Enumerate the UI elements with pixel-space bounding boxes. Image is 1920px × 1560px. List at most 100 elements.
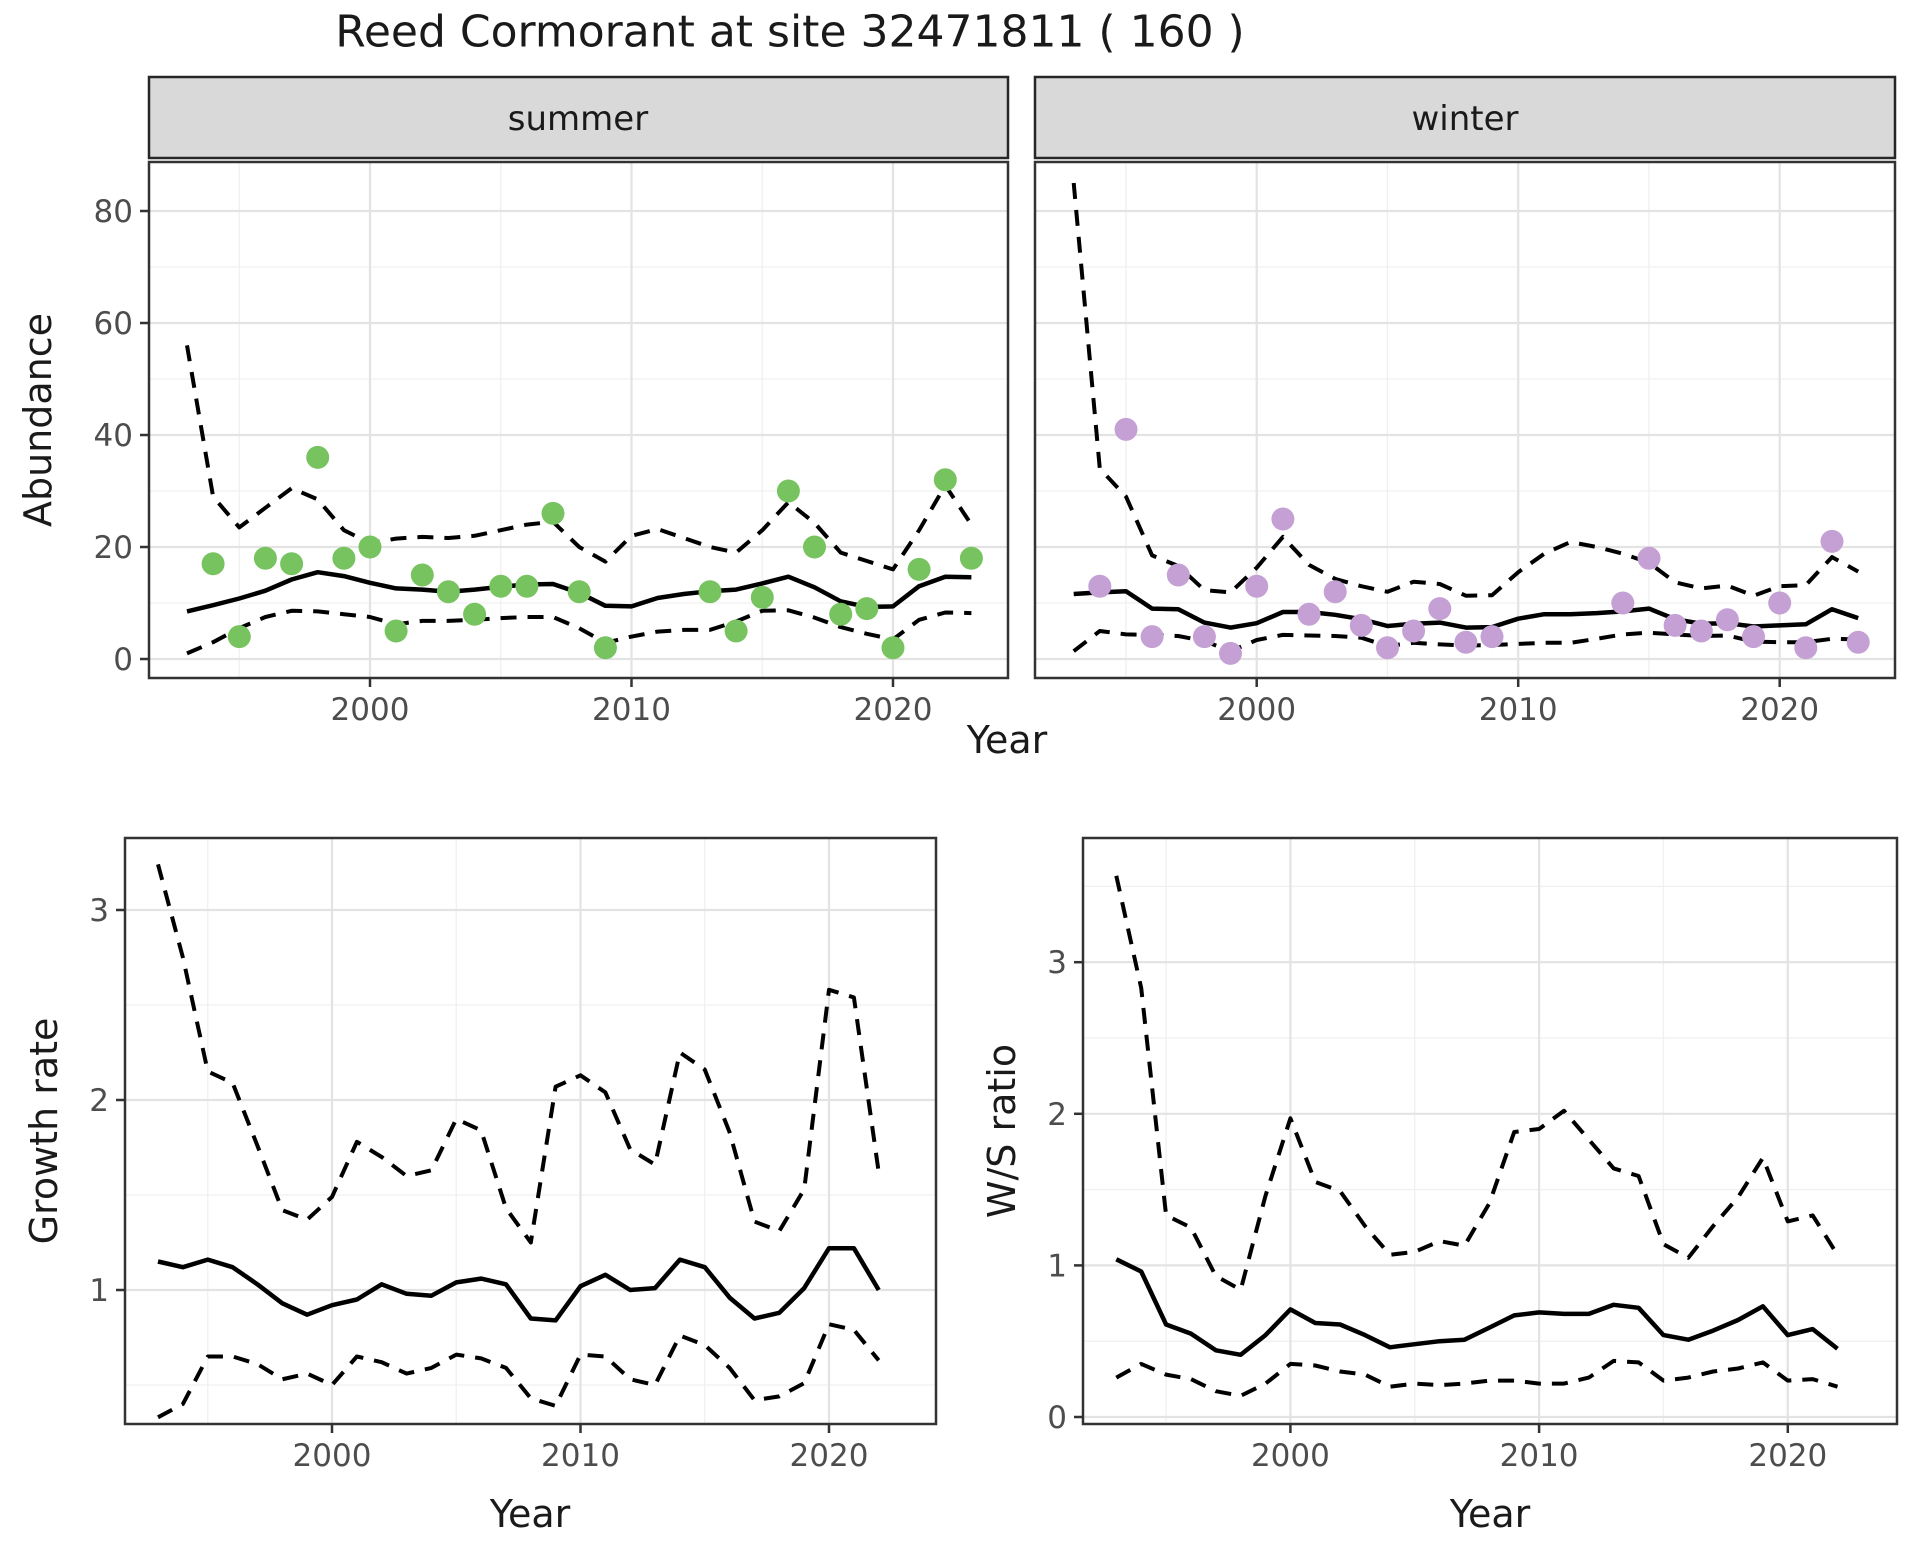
data-point [1323, 580, 1347, 604]
data-point [541, 501, 565, 525]
x-tick-label: 2010 [1500, 1438, 1579, 1474]
data-point [1192, 625, 1216, 649]
panel-border [123, 836, 938, 1426]
upper-ci-line [156, 863, 881, 1245]
data-point [959, 546, 983, 570]
x-tick-label: 2020 [790, 1438, 869, 1474]
data-point [567, 580, 591, 604]
x-tick-label: 2010 [592, 692, 671, 728]
data-point [1271, 507, 1295, 531]
upper-ci-line [1114, 875, 1840, 1292]
data-point [1454, 630, 1478, 654]
data-point [1768, 591, 1792, 615]
data-point [1611, 591, 1635, 615]
y-tick-label: 1 [1047, 1248, 1067, 1284]
data-point [280, 552, 304, 576]
panel-growth_rate: 2000 2010 2020 1 2 3 [89, 836, 938, 1474]
x-axis-title-year-growth: Year [489, 1492, 571, 1536]
y-tick-label: 0 [1047, 1400, 1067, 1436]
fit-line [157, 1245, 881, 1323]
upper-ci-line [185, 345, 974, 572]
facet-strip-winter [1033, 75, 1897, 160]
y-tick-label: 1 [89, 1273, 109, 1309]
chart-title: Reed Cormorant at site 32471811 ( 160 ) [335, 6, 1245, 58]
data-point [855, 597, 879, 621]
data-point [410, 563, 434, 587]
y-axis-title-abundance: Abundance [16, 312, 60, 528]
data-point [1245, 574, 1269, 598]
panel-ws_ratio: 2000 2010 2020 0 1 2 3 [1047, 836, 1899, 1474]
data-point [332, 546, 356, 570]
data-point [1846, 630, 1870, 654]
data-point [803, 535, 826, 559]
lower-ci-line [157, 1322, 881, 1420]
data-point [1428, 597, 1452, 621]
x-tick-label: 2000 [1251, 1438, 1330, 1474]
lower-ci-line [1115, 1358, 1839, 1398]
data-point [933, 468, 957, 492]
x-tick-label: 2000 [331, 692, 410, 728]
facet-strip-label-summer: summer [507, 99, 649, 139]
data-point [750, 585, 774, 609]
x-tick-label: 2020 [1748, 1438, 1827, 1474]
data-point [1166, 563, 1190, 587]
y-tick-label: 0 [113, 642, 133, 678]
data-point [1140, 625, 1164, 649]
data-point [1114, 417, 1138, 441]
data-point [463, 602, 487, 626]
data-point [1715, 608, 1739, 632]
data-point [829, 602, 853, 626]
x-tick-label: 2020 [854, 692, 933, 728]
y-tick-label: 80 [94, 194, 133, 230]
data-point [253, 546, 277, 570]
data-point [593, 636, 617, 660]
panel-border [1081, 836, 1899, 1426]
y-tick-label: 3 [89, 893, 109, 929]
x-tick-label: 2010 [541, 1438, 620, 1474]
panel-border [1033, 160, 1897, 680]
y-tick-label: 2 [89, 1083, 109, 1119]
data-point [1689, 619, 1713, 643]
data-point [358, 535, 382, 559]
y-axis-title-ws-ratio: W/S ratio [980, 1043, 1024, 1219]
y-tick-label: 40 [94, 418, 133, 454]
data-point [907, 557, 931, 581]
data-point [384, 619, 408, 643]
data-point [1402, 619, 1426, 643]
data-point [724, 619, 748, 643]
data-point [1480, 625, 1504, 649]
data-point [698, 580, 722, 604]
data-point [436, 580, 460, 604]
data-point [1637, 546, 1661, 570]
panel-border [147, 160, 1010, 680]
data-point [227, 625, 251, 649]
data-point [1376, 636, 1399, 660]
y-tick-label: 2 [1047, 1097, 1067, 1133]
x-tick-label: 2010 [1479, 692, 1558, 728]
data-point [1219, 641, 1242, 665]
data-point [1088, 574, 1112, 598]
x-axis-title-year-ws: Year [1449, 1492, 1531, 1536]
upper-ci-line [1071, 182, 1860, 598]
facet-strip-label-winter: winter [1411, 99, 1519, 139]
x-tick-label: 2020 [1740, 692, 1819, 728]
data-point [201, 552, 225, 576]
fit-line [1115, 1257, 1839, 1358]
facet-strip-summer [147, 75, 1010, 160]
data-point [1297, 602, 1321, 626]
data-point [1820, 529, 1844, 553]
y-tick-label: 60 [94, 306, 133, 342]
data-point [489, 574, 513, 598]
x-axis-title-year-top: Year [966, 718, 1048, 762]
y-axis-title-growth-rate: Growth rate [22, 1017, 66, 1245]
data-point [515, 574, 539, 598]
data-point [1349, 613, 1373, 637]
data-point [306, 445, 330, 469]
y-tick-label: 3 [1047, 945, 1067, 981]
panel-abundance_summer: 2000 2010 2020 0 20 40 60 80 [94, 75, 1010, 728]
data-point [1794, 636, 1818, 660]
data-point [1663, 613, 1687, 637]
y-tick-label: 20 [94, 530, 133, 566]
